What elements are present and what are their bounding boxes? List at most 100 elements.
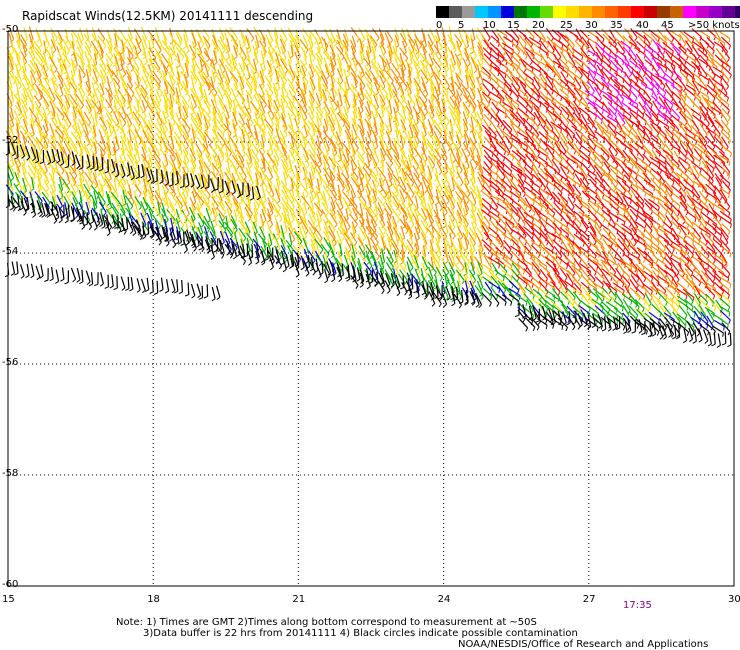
wind-barb-tick [185, 170, 190, 175]
wind-barb [38, 128, 43, 142]
wind-barb [565, 39, 575, 51]
wind-barb-tick [330, 87, 334, 91]
wind-barb-tick [202, 148, 206, 153]
wind-barb-tick [545, 156, 548, 161]
wind-barb [477, 41, 484, 53]
wind-barb [378, 82, 388, 95]
wind-barb-tick [410, 177, 414, 181]
wind-barb [47, 51, 56, 65]
wind-barb [203, 165, 210, 179]
wind-barb [678, 120, 688, 129]
wind-barb-tick [651, 66, 655, 71]
wind-barb-tick [326, 166, 330, 170]
wind-barb-tick [699, 86, 702, 91]
wind-barb-tick [294, 50, 299, 54]
wind-barb [182, 86, 192, 99]
wind-barb-tick [443, 129, 448, 133]
wind-barb-tick [381, 159, 386, 163]
wind-barb-tick [505, 91, 508, 96]
wind-barb-tick [586, 58, 590, 63]
wind-barb [579, 77, 590, 88]
wind-barb [481, 70, 492, 79]
wind-barb [477, 45, 484, 58]
wind-barb-tick [635, 174, 638, 179]
wind-barb-tick [20, 115, 24, 120]
wind-barb-tick [361, 145, 365, 150]
wind-barb [134, 129, 143, 142]
wind-barb-tick [190, 87, 195, 91]
wind-barb [657, 102, 668, 111]
wind-barb [224, 88, 233, 102]
wind-barb-tick [40, 117, 44, 122]
wind-barb [121, 81, 128, 94]
wind-barb-tick [128, 123, 133, 128]
wind-barb [359, 82, 364, 94]
wind-barb-tick [414, 122, 419, 126]
wind-barb [281, 87, 286, 102]
wind-barb [496, 53, 508, 62]
wind-barb-tick [44, 170, 48, 175]
wind-barb [119, 119, 124, 132]
wind-barb [648, 29, 660, 39]
wind-barb-tick [337, 41, 342, 45]
wind-barb [357, 111, 364, 125]
wind-barb [523, 137, 536, 147]
wind-barb [182, 124, 190, 137]
wind-barb [352, 59, 358, 71]
wind-barb-tick [570, 140, 574, 145]
wind-barb [616, 124, 626, 136]
wind-barb [113, 28, 120, 40]
wind-barb [635, 112, 647, 122]
wind-barb-tick [141, 52, 146, 56]
wind-barb-tick [78, 44, 83, 49]
wind-barb-tick [393, 148, 397, 152]
wind-barb-tick [684, 50, 687, 55]
wind-barb [578, 149, 590, 160]
wind-barb-tick [702, 49, 705, 54]
wind-barb-tick [572, 105, 575, 111]
wind-barb-tick [704, 134, 708, 139]
wind-barb-tick [546, 163, 549, 168]
wind-barb-tick [444, 57, 448, 61]
wind-barb [189, 106, 198, 117]
wind-barb-tick [332, 165, 336, 170]
wind-barb [509, 108, 519, 118]
wind-barb [420, 164, 426, 177]
wind-barb [615, 131, 626, 139]
wind-barb [629, 158, 640, 171]
wind-barb-tick [208, 91, 212, 96]
wind-barb [89, 138, 98, 149]
wind-barb [578, 66, 590, 75]
wind-barb [559, 33, 570, 45]
wind-barb-tick [663, 50, 666, 55]
wind-barb [543, 72, 554, 81]
wind-barb [434, 34, 443, 48]
wind-barb-tick [80, 69, 84, 73]
wind-barb-tick [208, 163, 212, 168]
wind-barb [509, 120, 521, 130]
wind-barb-tick [305, 153, 309, 158]
wind-barb-tick [295, 146, 300, 150]
wind-barb-tick [254, 122, 259, 127]
wind-barb [567, 141, 577, 152]
wind-barb [477, 82, 486, 93]
wind-barb-tick [303, 88, 308, 92]
wind-barb-tick [324, 129, 328, 133]
wind-barb [600, 77, 610, 87]
wind-barb [720, 82, 728, 94]
wind-barb-tick [594, 163, 597, 168]
wind-barb-tick [443, 171, 448, 175]
wind-barb-tick [431, 152, 435, 157]
wind-barb-tick [193, 105, 197, 110]
wind-barb-tick [269, 40, 274, 44]
wind-barb [557, 65, 569, 75]
wind-barb-tick [566, 96, 569, 101]
wind-barb-tick [594, 175, 597, 180]
wind-barb-tick [522, 121, 526, 126]
wind-barb [586, 142, 595, 152]
wind-barb [42, 71, 50, 82]
wind-barb [213, 50, 218, 63]
wind-barb-tick [566, 48, 569, 53]
wind-barb [448, 141, 454, 153]
wind-barb-tick [438, 56, 442, 61]
